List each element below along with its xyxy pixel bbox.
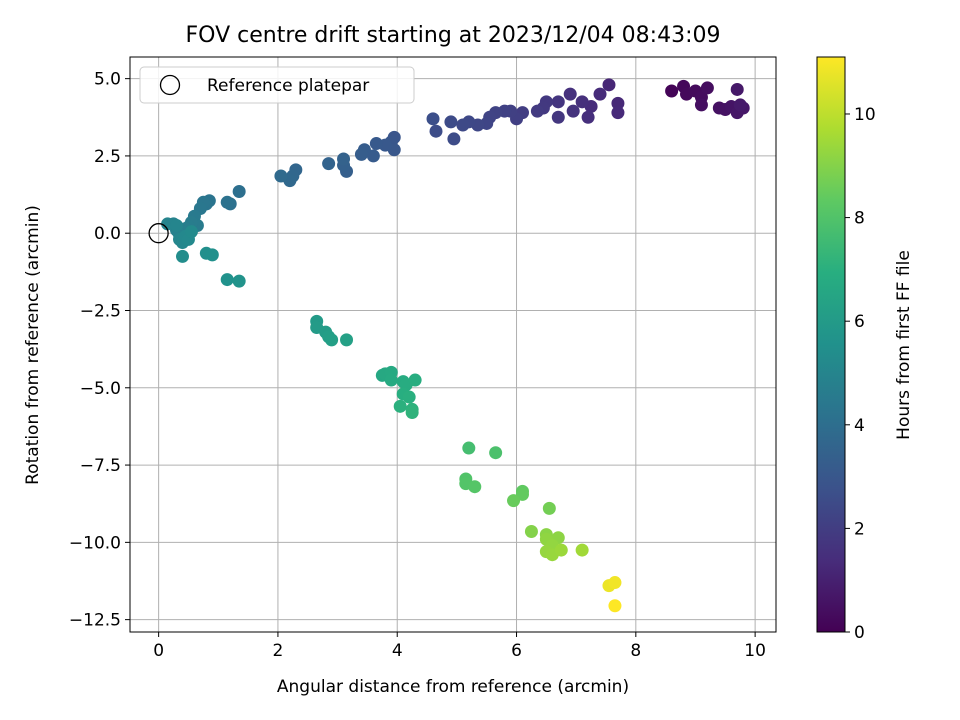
data-point	[444, 115, 458, 129]
y-tick-label: −5.0	[80, 379, 121, 399]
data-point	[563, 87, 577, 101]
data-point	[405, 406, 419, 420]
data-point	[700, 81, 714, 95]
colorbar-tick-label: 0	[854, 623, 865, 643]
data-point	[611, 106, 625, 120]
x-axis-label: Angular distance from reference (arcmin)	[277, 677, 629, 697]
data-point	[340, 333, 354, 347]
data-point	[354, 147, 368, 161]
x-tick-label: 10	[744, 641, 766, 661]
colorbar-tick-label: 2	[854, 519, 865, 539]
y-tick-label: −10.0	[69, 533, 121, 553]
data-point	[325, 333, 339, 347]
reference-layer	[148, 223, 169, 244]
legend-box	[139, 66, 415, 104]
y-axis-ticks: 5.0 2.5 0.0 −2.5 −5.0 −7.5 −10.0 −12.5	[69, 70, 130, 631]
data-point	[694, 98, 708, 112]
y-tick-label: 2.5	[94, 147, 121, 167]
y-axis-label: Rotation from reference (arcmin)	[23, 205, 43, 485]
data-point	[593, 87, 607, 101]
x-axis-ticks: 0 2 4 6 8 10	[153, 632, 766, 661]
data-point	[665, 84, 679, 98]
data-point	[402, 390, 416, 404]
data-point	[462, 441, 476, 455]
data-point	[447, 132, 461, 146]
y-tick-label: 0.0	[94, 224, 121, 244]
legend-entry: Reference platepar	[207, 76, 369, 96]
colorbar-tick-label: 10	[854, 105, 876, 125]
data-point	[456, 118, 470, 132]
colorbar	[816, 56, 846, 633]
data-point	[232, 184, 246, 198]
data-point	[575, 543, 589, 557]
data-point	[733, 98, 747, 112]
legend: Reference platepar	[139, 66, 415, 104]
data-point	[524, 525, 538, 539]
data-point	[408, 373, 422, 387]
data-point	[468, 480, 482, 494]
data-point	[220, 273, 234, 287]
data-point	[175, 249, 189, 263]
data-point	[566, 104, 580, 118]
y-tick-label: −7.5	[80, 456, 121, 476]
colorbar-label: Hours from first FF file	[894, 250, 914, 440]
y-tick-label: −12.5	[69, 611, 121, 631]
x-tick-label: 6	[511, 641, 522, 661]
data-point	[489, 446, 503, 460]
data-point	[581, 110, 595, 124]
data-point	[232, 274, 246, 288]
axes-frame	[129, 56, 777, 633]
data-point	[337, 152, 351, 166]
data-point	[384, 373, 398, 387]
data-point	[608, 599, 622, 613]
data-point	[170, 218, 184, 232]
data-point	[608, 576, 622, 590]
data-point	[551, 95, 565, 109]
colorbar-tick-label: 6	[854, 312, 865, 332]
data-point	[611, 96, 625, 110]
reference-marker	[148, 223, 169, 244]
y-tick-label: 5.0	[94, 70, 121, 90]
data-point	[184, 225, 198, 239]
colorbar-tick-label: 4	[854, 416, 865, 436]
legend-marker-icon	[159, 74, 181, 96]
x-tick-label: 0	[153, 641, 164, 661]
data-point	[575, 95, 589, 109]
data-point	[507, 494, 521, 508]
data-point	[322, 157, 336, 171]
x-tick-label: 8	[630, 641, 641, 661]
colorbar-tick-label: 8	[854, 209, 865, 229]
data-point	[530, 104, 544, 118]
data-point	[730, 82, 744, 96]
data-point	[554, 543, 568, 557]
data-point	[393, 399, 407, 413]
chart-title: FOV centre drift starting at 2023/12/04 …	[186, 23, 721, 48]
data-point	[369, 137, 383, 151]
data-point	[551, 110, 565, 124]
data-point	[220, 195, 234, 209]
data-point	[205, 248, 219, 262]
data-points	[161, 78, 750, 613]
data-point	[602, 78, 616, 92]
x-tick-label: 4	[392, 641, 403, 661]
colorbar-ticks: 0 2 4 6 8 10	[845, 105, 876, 643]
data-point	[542, 501, 556, 515]
x-tick-label: 2	[273, 641, 284, 661]
data-point	[274, 169, 288, 183]
data-point	[429, 124, 443, 138]
y-tick-label: −2.5	[80, 301, 121, 321]
grid	[130, 57, 776, 632]
data-point	[426, 112, 440, 126]
